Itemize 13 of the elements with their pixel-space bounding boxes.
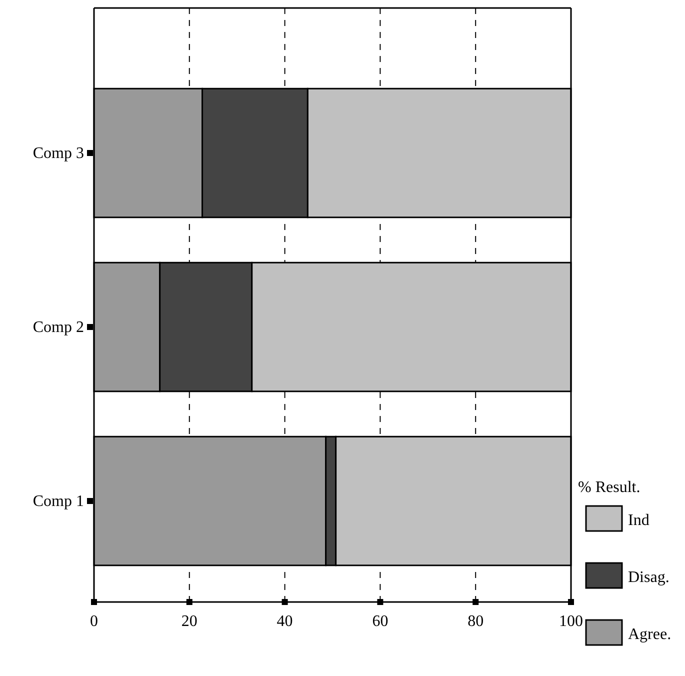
x-tick-label: 80 bbox=[468, 613, 484, 630]
y-tick-label: Comp 2 bbox=[32, 319, 84, 336]
y-tick-label: Comp 1 bbox=[32, 493, 84, 510]
legend-label: Ind bbox=[628, 512, 650, 529]
legend-title: % Result. bbox=[578, 479, 640, 496]
legend-label: Disag. bbox=[628, 569, 670, 586]
x-tick-label: 60 bbox=[372, 613, 388, 630]
x-tick-label: 100 bbox=[559, 613, 583, 630]
x-tick-label: 20 bbox=[181, 613, 198, 630]
x-tick-label: 0 bbox=[90, 613, 98, 630]
x-tick-label: 40 bbox=[276, 613, 293, 630]
legend-label: Agree. bbox=[628, 626, 672, 643]
y-tick-label: Comp 3 bbox=[32, 145, 84, 162]
